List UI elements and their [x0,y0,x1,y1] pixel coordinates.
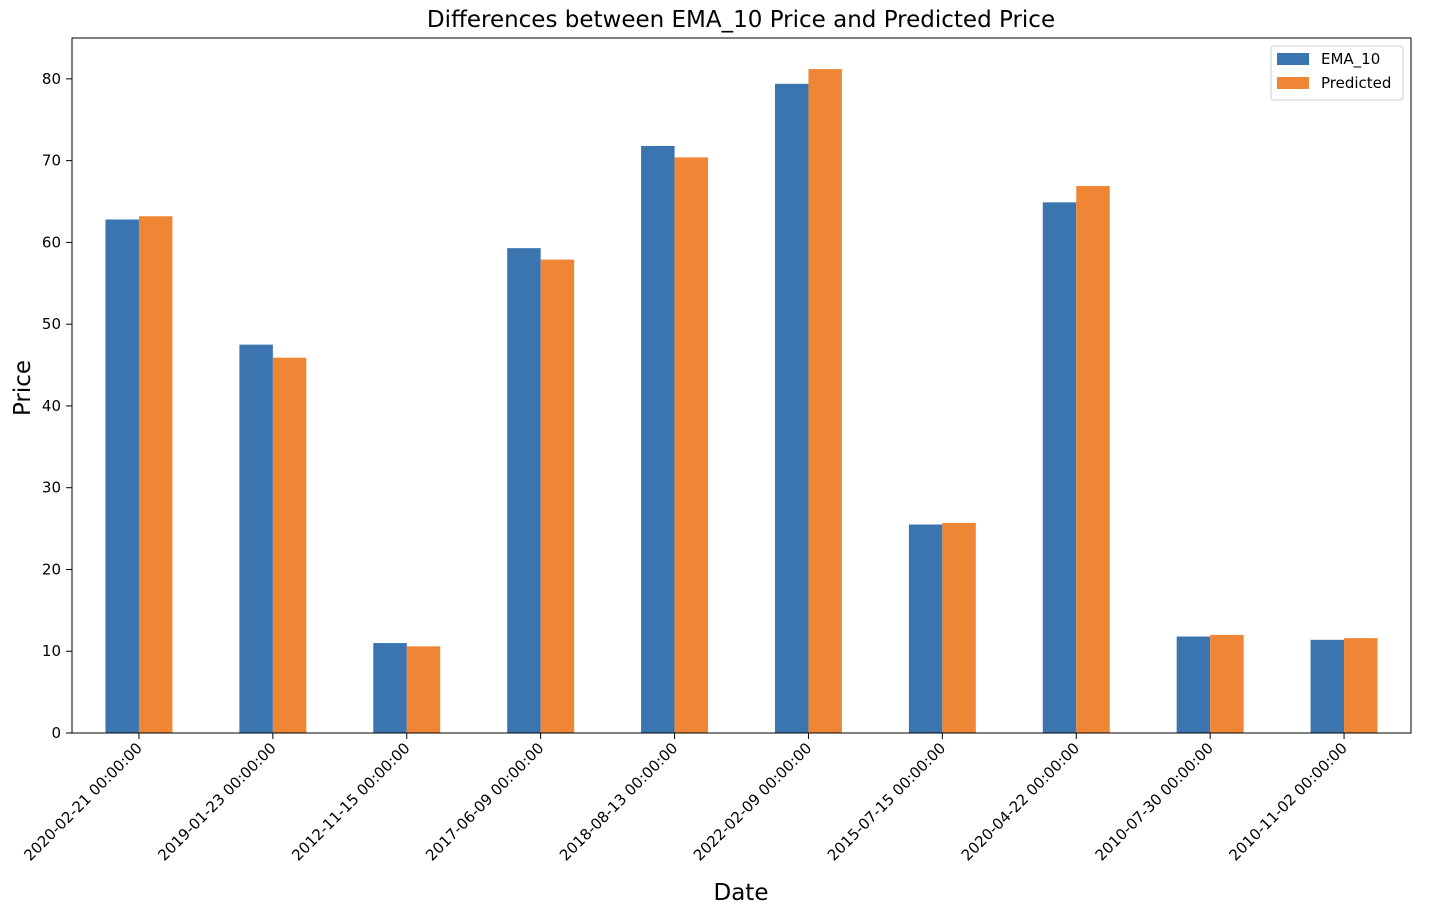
y-tick-label: 80 [42,70,61,88]
x-tick-label: 2010-07-30 00:00:00 [1092,739,1217,864]
bar-ema-10-8 [1176,636,1211,733]
y-axis-label: Price [10,360,36,416]
bar-ema-10-6 [908,524,943,733]
bar-predicted-2 [406,646,441,733]
legend-label-ema-10: EMA_10 [1321,50,1380,69]
y-axis: 0 10 20 30 40 50 60 70 80 [42,70,72,742]
x-tick-label: 2012-11-15 00:00:00 [288,739,413,864]
x-tick-label: 2020-02-21 00:00:00 [20,739,145,864]
bar-ema-10-2 [373,643,407,733]
y-tick-label: 40 [42,397,61,415]
y-tick-label: 20 [42,560,61,578]
x-tick-label: 2015-07-15 00:00:00 [824,739,949,864]
bar-ema-10-1 [239,344,273,733]
legend-label-predicted: Predicted [1321,74,1391,92]
y-tick-label: 30 [42,479,61,497]
y-tick-label: 0 [51,724,61,742]
x-tick-label: 2018-08-13 00:00:00 [556,739,681,864]
bar-predicted-6 [942,522,976,733]
x-tick-label: 2020-04-22 00:00:00 [958,739,1083,864]
bar-predicted-0 [138,216,173,733]
bar-ema-10-7 [1042,202,1077,734]
bar-predicted-1 [272,357,307,733]
x-axis: 2020-02-21 00:00:00 2019-01-23 00:00:00 20… [20,733,1351,864]
bar-predicted-3 [540,259,575,733]
x-axis-label: Date [714,880,769,906]
bar-predicted-5 [808,69,842,733]
x-tick-label: 2022-02-09 00:00:00 [690,739,815,864]
y-tick-label: 70 [42,152,61,170]
legend: EMA_10 Predicted [1270,45,1404,101]
legend-swatch-predicted [1277,77,1309,89]
plot-frame [71,37,1412,734]
bar-ema-10-4 [641,145,675,733]
bar-ema-10-5 [774,83,809,734]
y-tick-label: 60 [42,233,61,251]
y-tick-label: 50 [42,315,61,333]
y-tick-label: 10 [42,642,61,660]
bar-ema-10-9 [1310,639,1345,733]
bar-predicted-7 [1076,185,1110,734]
x-tick-label: 2019-01-23 00:00:00 [154,739,279,864]
bar-ema-10-3 [507,248,541,733]
chart-title: Differences between EMA_10 Price and Pre… [427,7,1055,33]
x-tick-label: 2017-06-09 00:00:00 [422,739,547,864]
x-tick-label: 2010-11-02 00:00:00 [1225,739,1350,864]
bar-predicted-4 [674,157,709,733]
bars-layer [105,69,1378,734]
bar-predicted-8 [1210,634,1244,733]
bar-predicted-9 [1344,638,1378,733]
legend-swatch-ema-10 [1277,53,1309,65]
bar-ema-10-0 [105,219,139,733]
